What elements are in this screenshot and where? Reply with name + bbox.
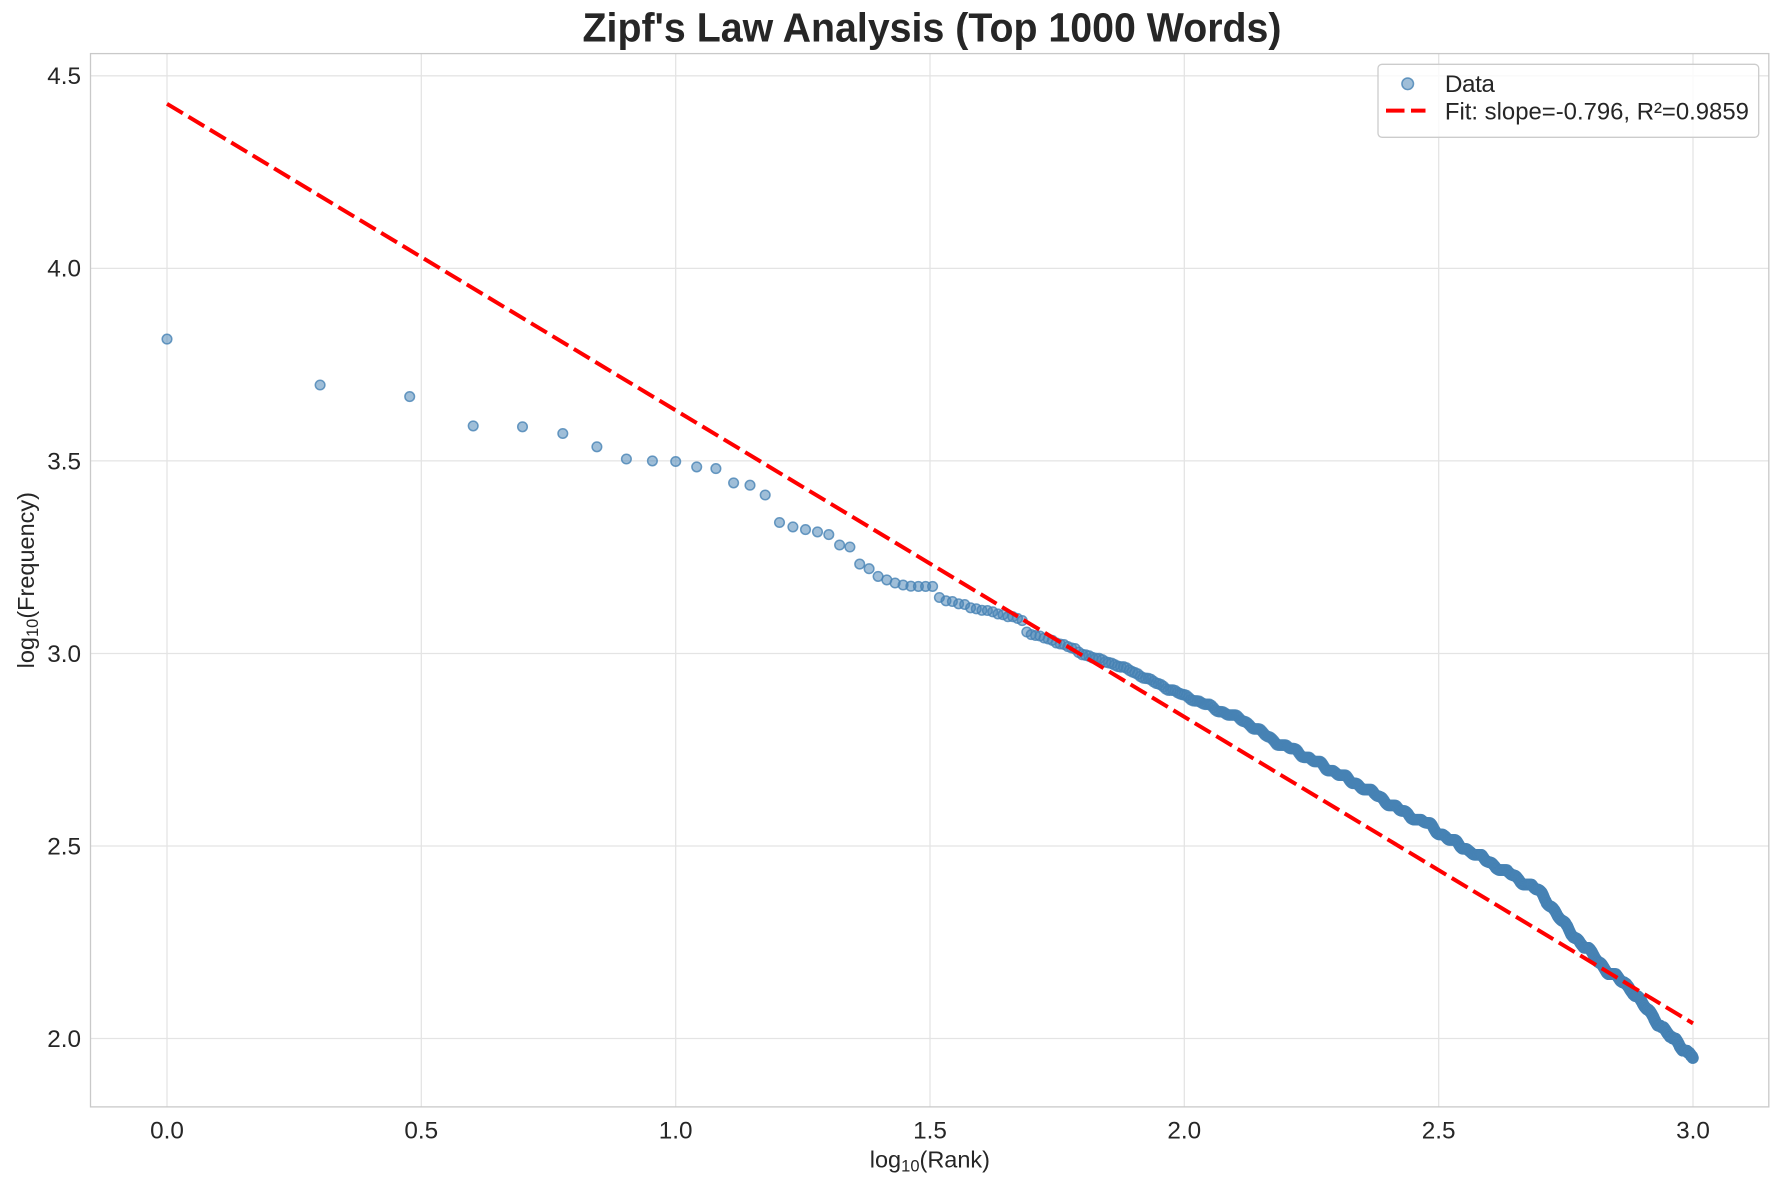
svg-text:2.0: 2.0 <box>47 1026 81 1053</box>
svg-text:1.0: 1.0 <box>659 1118 693 1145</box>
svg-text:1.5: 1.5 <box>913 1118 947 1145</box>
svg-text:4.5: 4.5 <box>47 63 81 90</box>
svg-text:Zipf's Law Analysis (Top 1000: Zipf's Law Analysis (Top 1000 Words) <box>583 5 1282 51</box>
svg-text:log10(Frequency): log10(Frequency) <box>13 492 42 668</box>
svg-text:0.5: 0.5 <box>404 1118 438 1145</box>
svg-text:0.0: 0.0 <box>150 1118 184 1145</box>
svg-text:3.5: 3.5 <box>47 448 81 475</box>
svg-text:Data: Data <box>1445 71 1495 98</box>
svg-text:2.5: 2.5 <box>1422 1118 1456 1145</box>
svg-text:3.0: 3.0 <box>1676 1118 1710 1145</box>
svg-text:Fit: slope=-0.796, R²=0.9859: Fit: slope=-0.796, R²=0.9859 <box>1445 99 1749 126</box>
svg-text:log10(Rank): log10(Rank) <box>870 1147 990 1176</box>
svg-text:2.5: 2.5 <box>47 833 81 860</box>
svg-text:3.0: 3.0 <box>47 641 81 668</box>
svg-text:2.0: 2.0 <box>1167 1118 1201 1145</box>
svg-text:4.0: 4.0 <box>47 256 81 283</box>
